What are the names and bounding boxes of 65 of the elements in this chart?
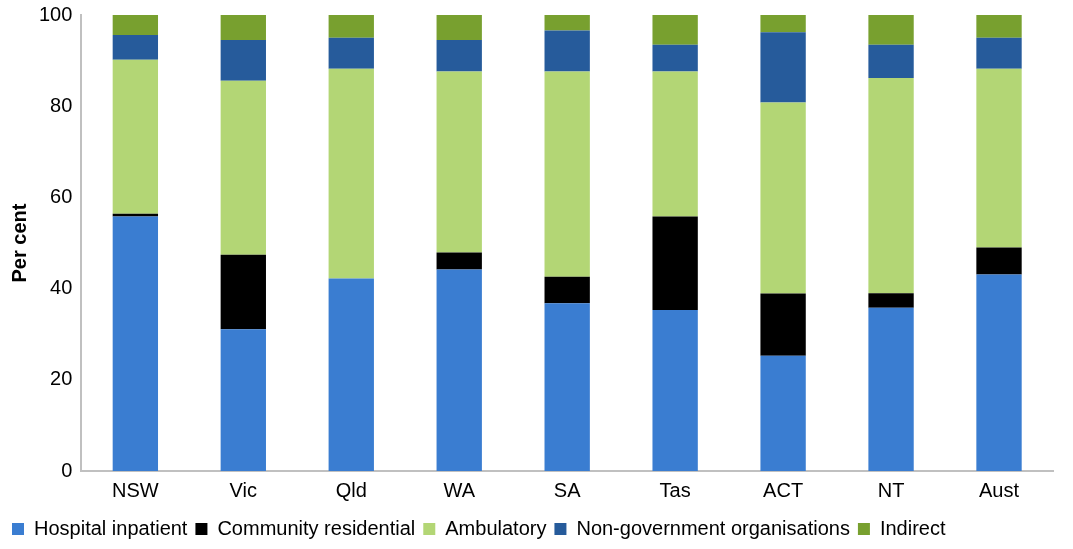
bar xyxy=(112,35,159,60)
bar xyxy=(652,71,698,217)
bar xyxy=(868,77,914,294)
legend-label: Non-government organisations xyxy=(576,516,850,539)
bar xyxy=(976,68,1022,248)
bar xyxy=(868,15,914,45)
bar xyxy=(112,15,159,36)
bar xyxy=(544,30,590,72)
legend-label: Ambulatory xyxy=(445,516,547,539)
bar xyxy=(652,15,698,45)
bar xyxy=(112,213,159,217)
bar xyxy=(112,59,159,214)
bar xyxy=(220,329,266,471)
y-tick-label: 0 xyxy=(61,458,73,481)
bar xyxy=(220,80,266,255)
y-tick-label: 20 xyxy=(50,367,73,390)
y-tick-label: 80 xyxy=(50,93,73,116)
bar xyxy=(868,44,914,78)
bar xyxy=(220,254,266,330)
y-tick-label: 100 xyxy=(38,2,73,25)
bar xyxy=(544,276,590,304)
bar xyxy=(760,32,806,103)
bar xyxy=(760,355,806,471)
bar xyxy=(976,274,1022,471)
bar xyxy=(328,15,374,38)
bar xyxy=(544,15,590,31)
bar xyxy=(328,278,374,471)
bar xyxy=(436,40,482,72)
bar xyxy=(652,310,698,471)
x-tick-label: Aust xyxy=(979,478,1020,501)
y-tick-label: 60 xyxy=(50,184,73,207)
y-axis-title: Per cent xyxy=(7,203,30,283)
legend-label: Indirect xyxy=(879,516,946,539)
bar xyxy=(436,71,482,253)
legend-label: Community residential xyxy=(217,516,416,539)
x-tick-label: Tas xyxy=(659,478,691,501)
bar xyxy=(868,293,914,308)
bar xyxy=(436,15,482,41)
y-tick-label: 40 xyxy=(50,276,73,299)
bar xyxy=(868,307,914,471)
x-tick-label: NSW xyxy=(112,478,159,501)
bar xyxy=(112,216,159,471)
legend-label: Hospital inpatient xyxy=(34,516,188,539)
bar xyxy=(652,216,698,311)
bar xyxy=(976,247,1022,275)
bar xyxy=(976,37,1022,69)
x-tick-label: Vic xyxy=(229,478,258,501)
bar xyxy=(220,40,266,81)
x-tick-label: Qld xyxy=(335,478,367,501)
x-tick-label: WA xyxy=(443,478,476,501)
bar xyxy=(220,15,266,41)
bar xyxy=(328,68,374,279)
bar xyxy=(760,102,806,294)
bar xyxy=(976,15,1022,38)
bar xyxy=(760,293,806,356)
bar xyxy=(436,252,482,270)
bar xyxy=(328,37,374,69)
x-tick-label: SA xyxy=(553,478,582,501)
bar xyxy=(760,15,806,33)
bar xyxy=(544,303,590,471)
x-tick-label: ACT xyxy=(763,478,804,501)
bar xyxy=(544,71,590,277)
bar xyxy=(436,269,482,471)
bar xyxy=(652,44,698,72)
x-tick-label: NT xyxy=(877,478,905,501)
